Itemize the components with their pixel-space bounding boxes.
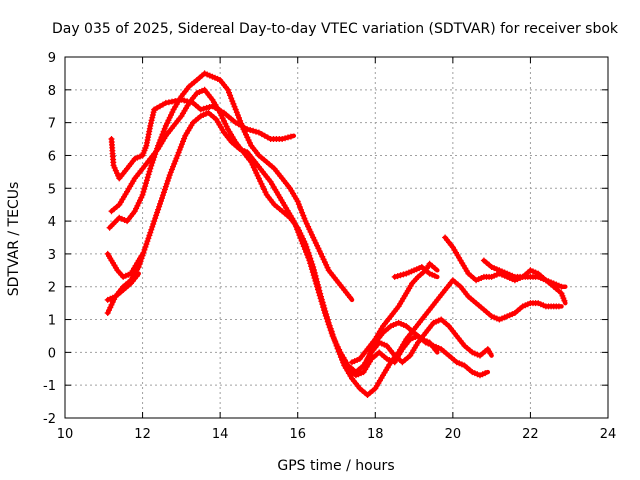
series-markers [108, 86, 562, 398]
y-axis-label: SDTVAR / TECUs [6, 182, 22, 297]
y-tick-label: 7 [48, 117, 56, 132]
x-tick-label: 14 [212, 427, 229, 442]
series-track-j [364, 319, 440, 362]
x-tick-label: 10 [57, 427, 74, 442]
chart-title: Day 035 of 2025, Sidereal Day-to-day VTE… [52, 21, 619, 37]
series-line [109, 97, 297, 181]
y-tick-label: 8 [48, 84, 56, 99]
y-tick-label: 9 [48, 51, 56, 66]
x-axis-label: GPS time / hours [277, 458, 394, 474]
y-tick-label: -1 [43, 379, 56, 394]
y-tick-label: 6 [48, 149, 56, 164]
y-tick-label: 0 [48, 346, 56, 361]
series-track-d [104, 109, 494, 376]
series-markers [480, 257, 568, 304]
y-tick-label: 2 [48, 281, 56, 296]
y-tick-label: 1 [48, 314, 56, 329]
series-track-g [391, 264, 440, 280]
series-track-b [106, 70, 355, 303]
x-tick-label: 18 [367, 427, 384, 442]
series-track-l [104, 271, 141, 303]
y-tick-label: 5 [48, 182, 56, 197]
x-tick-label: 22 [522, 427, 539, 442]
y-tick-label: 4 [48, 215, 56, 230]
series-track-a [108, 96, 297, 182]
x-tick-label: 16 [289, 427, 306, 442]
series-track-i [480, 257, 568, 306]
data-series [104, 70, 568, 398]
series-track-k [104, 250, 145, 280]
x-tick-label: 12 [134, 427, 151, 442]
y-tick-label: 3 [48, 248, 56, 263]
series-line [105, 110, 494, 375]
x-tick-label: 20 [445, 427, 462, 442]
series-markers [104, 109, 494, 376]
plot-frame [64, 56, 609, 419]
y-tick-label: -2 [43, 412, 56, 427]
grid [65, 57, 608, 418]
series-track-c [108, 86, 564, 398]
x-tick-label: 24 [600, 427, 617, 442]
